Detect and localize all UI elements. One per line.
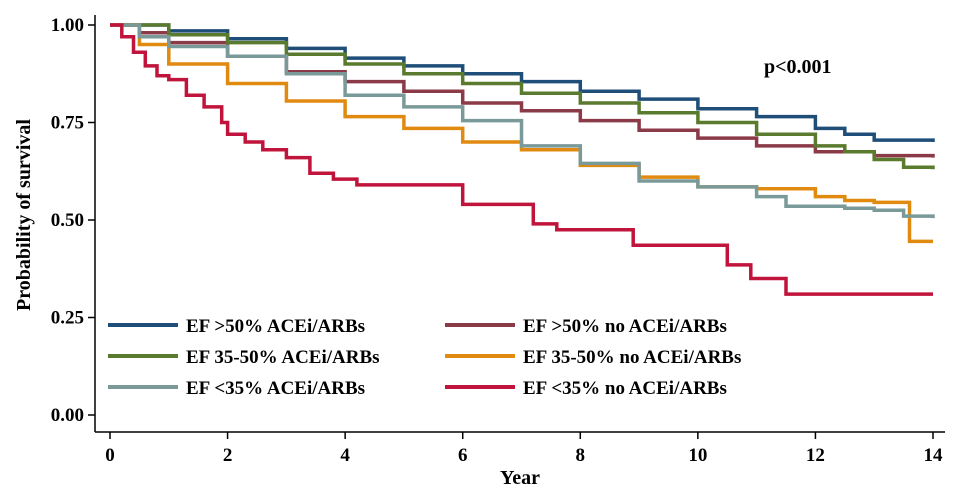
series-line xyxy=(110,23,933,296)
x-tick-label: 4 xyxy=(340,445,350,466)
x-tick-label: 2 xyxy=(223,445,233,466)
x-tick-label: 10 xyxy=(688,445,707,466)
legend-label: EF <35% ACEi/ARBs xyxy=(186,378,365,399)
y-tick-label: 1.00 xyxy=(51,15,84,36)
axes: 0.00 0.25 0.50 0.75 1.00 0 2 4 6 8 10 12 14 xyxy=(51,15,945,466)
p-value-annotation: p<0.001 xyxy=(764,56,832,78)
x-tick-label: 12 xyxy=(806,445,825,466)
x-tick-label: 6 xyxy=(458,445,468,466)
legend-label: EF 35-50% no ACEi/ARBs xyxy=(523,347,741,368)
series-lines xyxy=(110,23,935,296)
legend-label: EF >50% ACEi/ARBs xyxy=(186,316,365,337)
x-axis-title: Year xyxy=(500,467,540,488)
x-tick-label: 0 xyxy=(105,445,115,466)
legend-label: EF >50% no ACEi/ARBs xyxy=(523,316,727,337)
x-tick-label: 14 xyxy=(924,445,944,466)
series-line xyxy=(110,23,935,142)
legend-label: EF <35% no ACEi/ARBs xyxy=(523,378,727,399)
y-tick-label: 0.75 xyxy=(51,113,84,134)
legend-label: EF 35-50% ACEi/ARBs xyxy=(186,347,380,368)
y-tick-label: 0.50 xyxy=(51,210,84,231)
y-tick-label: 0.25 xyxy=(51,308,84,329)
legend: EF >50% ACEi/ARBs EF >50% no ACEi/ARBs EF … xyxy=(108,316,741,399)
y-tick-label: 0.00 xyxy=(51,405,84,426)
x-tick-label: 8 xyxy=(576,445,586,466)
series-line xyxy=(110,23,935,219)
y-axis-title: Probability of survival xyxy=(13,119,35,311)
series-line xyxy=(110,23,935,170)
